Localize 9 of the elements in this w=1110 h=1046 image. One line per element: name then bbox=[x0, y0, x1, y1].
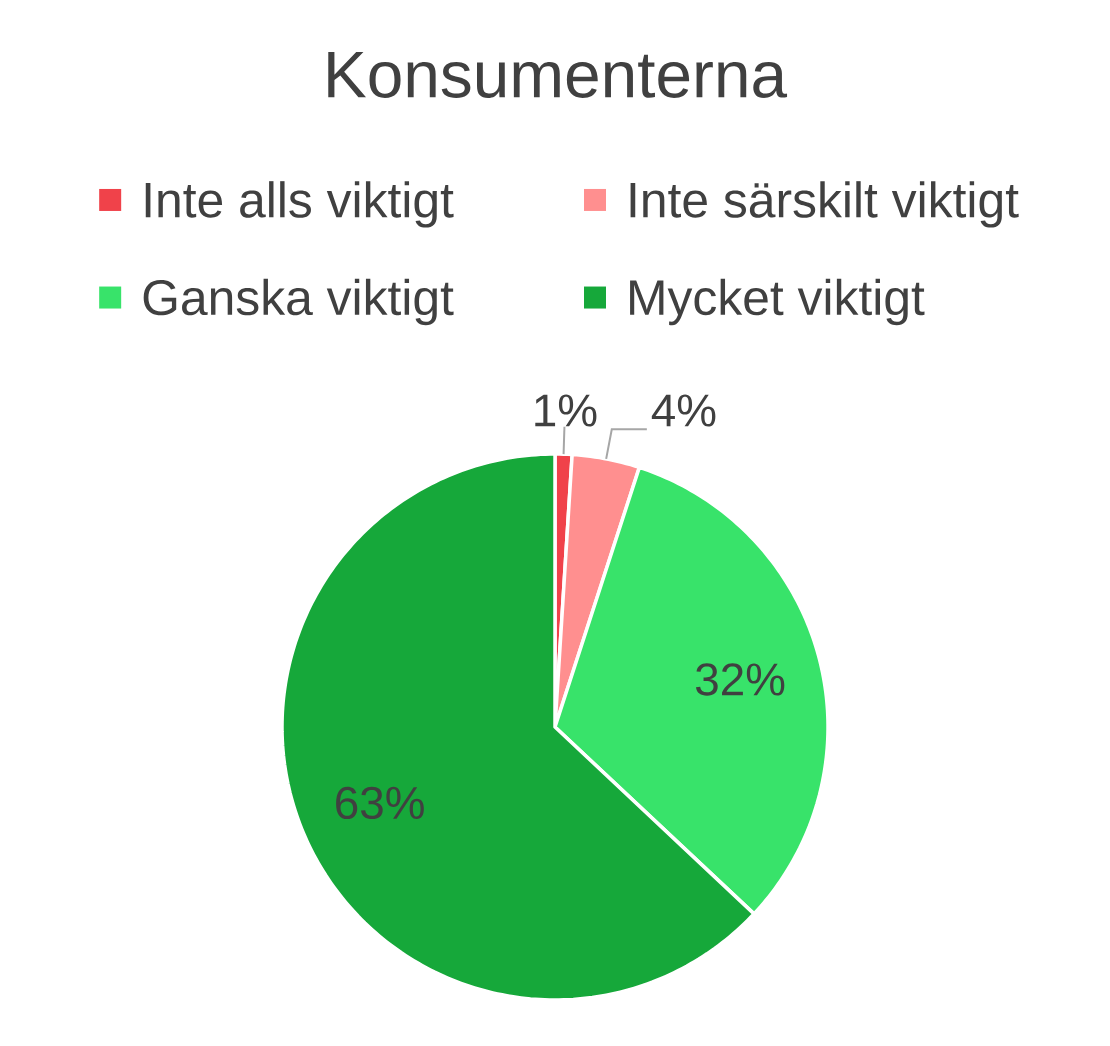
legend-label: Inte alls viktigt bbox=[145, 181, 454, 228]
legend-label: Inte särskilt viktigt bbox=[630, 181, 1019, 228]
data-label: 32% bbox=[695, 663, 785, 696]
data-label: 1% bbox=[535, 394, 597, 427]
chart-title: Konsumenterna bbox=[328, 52, 788, 98]
legend-label: Ganska viktigt bbox=[143, 278, 454, 326]
data-label: 63% bbox=[336, 786, 424, 820]
data-label: 4% bbox=[651, 394, 716, 427]
legend-label: Mycket viktigt bbox=[630, 278, 925, 326]
